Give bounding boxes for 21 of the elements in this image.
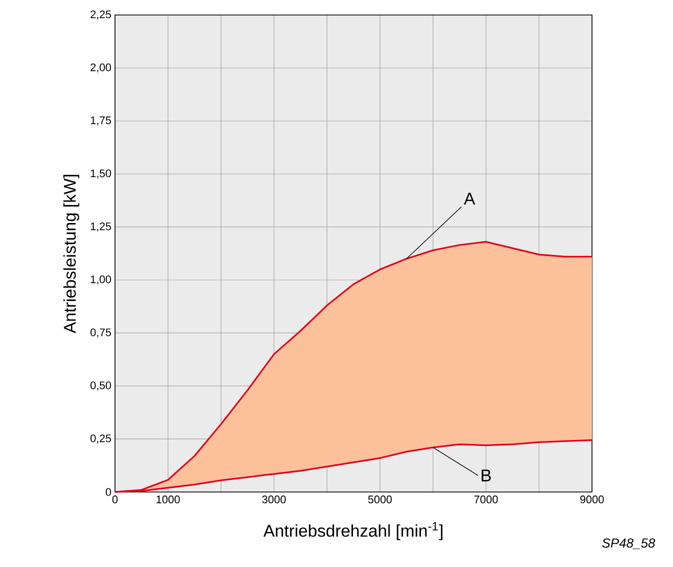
x-axis-title: Antriebsdrehzahl [min$^{-1}$]: [263, 522, 442, 540]
x-tick-label: 1000: [156, 496, 180, 504]
y-axis-title: Antriebsleistung [kW]: [63, 174, 80, 334]
x-tick-label: 9000: [580, 496, 604, 504]
y-tick-label: 2,00: [90, 63, 112, 73]
y-tick-label: 0,50: [90, 381, 112, 391]
y-tick-label: 1,50: [90, 169, 112, 179]
y-tick-label: 1,75: [90, 116, 111, 126]
text: SP48_58: [602, 538, 656, 550]
series-label: B: [482, 470, 491, 482]
x-tick-label: 0: [112, 496, 118, 504]
x-tick-label: 3000: [262, 496, 286, 504]
x-tick-label: 7000: [474, 496, 498, 504]
y-tick-label: 0: [106, 488, 112, 496]
y-tick-label: 2,25: [90, 10, 111, 20]
y-tick-label: 1,25: [90, 222, 111, 232]
text: A: [464, 192, 476, 204]
y-tick-label: 1,00: [90, 275, 112, 285]
x-tick-label: 5000: [368, 496, 392, 504]
y-tick-label: 0,25: [90, 434, 111, 444]
y-tick-label: 0,75: [90, 328, 111, 338]
